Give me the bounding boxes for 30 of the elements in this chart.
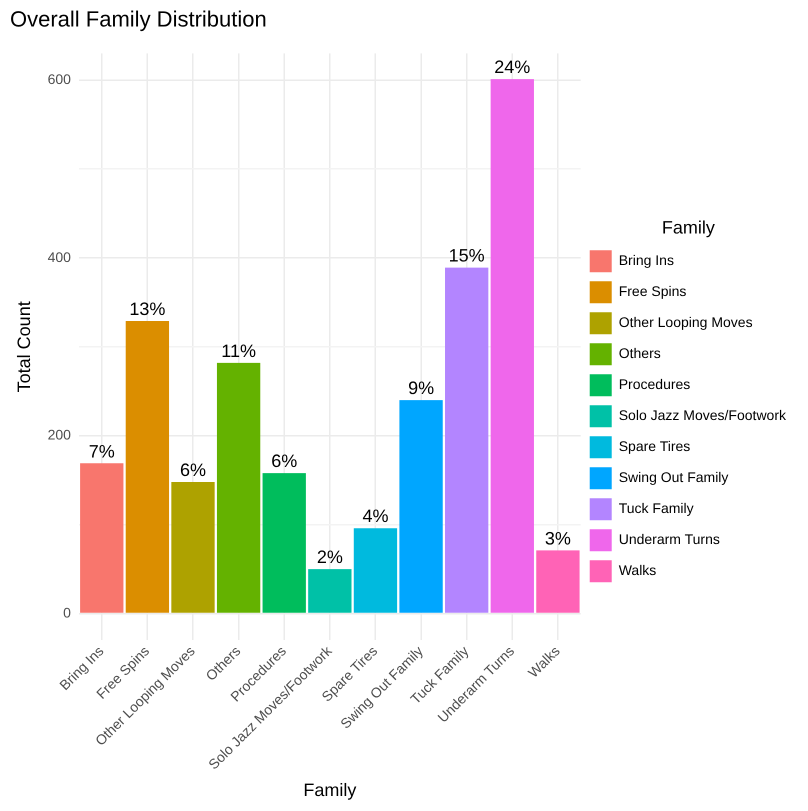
legend-label: Spare Tires: [618, 438, 690, 454]
annotation: 6%: [180, 460, 206, 480]
annotation: 7%: [88, 441, 115, 462]
chart-title: Overall Family Distribution: [10, 6, 267, 32]
legend-title: Family: [303, 780, 356, 800]
legend-label: Others: [618, 345, 661, 362]
legend-label: Free Spins: [618, 283, 686, 300]
legend-label: Underarm Turns: [618, 531, 720, 548]
y-axis-title: Total Count: [14, 301, 34, 392]
annotation: 3%: [544, 528, 571, 548]
legend-label: Solo Jazz Moves/Footwork: [618, 407, 787, 424]
y-tick-label: 0: [63, 604, 72, 620]
legend-label: Procedures: [618, 376, 690, 392]
y-tick-label: 200: [48, 426, 72, 443]
annotation: 2%: [316, 547, 343, 568]
legend-label: Walks: [618, 562, 656, 578]
annotation: 24%: [494, 57, 530, 78]
legend-label: Other Looping Moves: [618, 314, 753, 330]
annotation: 13%: [129, 299, 166, 319]
legend-label: Bring Ins: [618, 252, 674, 268]
annotation: 11%: [221, 340, 256, 361]
legend-label: Swing Out Family: [618, 469, 728, 486]
x-axis-title: Family: [662, 218, 715, 238]
annotation: 15%: [448, 246, 485, 266]
legend-label: Tuck Family: [618, 500, 694, 516]
annotation: 4%: [362, 506, 388, 526]
y-tick-label: 400: [48, 248, 72, 265]
annotation: 6%: [271, 451, 298, 472]
annotation: 9%: [408, 378, 434, 398]
y-tick-label: 600: [48, 70, 72, 87]
